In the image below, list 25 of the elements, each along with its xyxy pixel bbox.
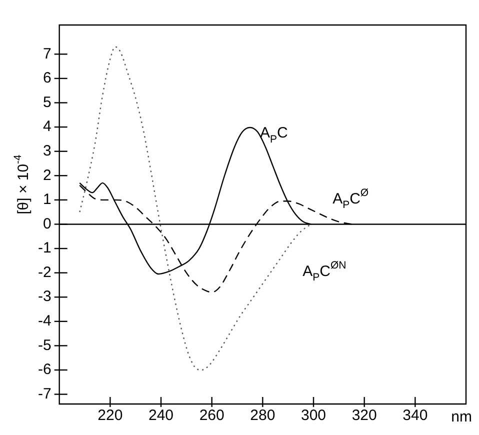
- x-tick-label: 220: [98, 407, 123, 424]
- x-tick-label: 320: [352, 407, 377, 424]
- x-tick-label: 340: [402, 407, 428, 424]
- x-axis-title: nm: [451, 408, 472, 426]
- y-tick-label: -1: [38, 240, 52, 257]
- y-tick-label: 3: [42, 142, 52, 160]
- y-tick-label: 4: [42, 118, 52, 136]
- y-tick-label: 5: [42, 94, 52, 111]
- y-tick-label: 2: [42, 166, 52, 184]
- x-tick-label: 260: [199, 407, 224, 424]
- y-tick-label: 0: [42, 215, 52, 232]
- x-tick-label: 280: [250, 407, 276, 424]
- y-tick-label: 1: [42, 191, 52, 208]
- x-tick-label: 240: [148, 407, 174, 424]
- y-tick-label: -5: [38, 336, 52, 354]
- y-tick-label: 6: [42, 70, 52, 87]
- y-tick-label: -6: [38, 361, 52, 378]
- line-series: [79, 46, 312, 371]
- y-tick-label: 7: [42, 45, 52, 62]
- y-axis-title: [θ] × 10-4: [12, 154, 32, 214]
- x-tick-label: 300: [300, 407, 326, 424]
- y-tick-label: -2: [38, 264, 52, 281]
- y-tick-label: -3: [38, 288, 52, 306]
- y-tick-label: -7: [38, 385, 52, 402]
- y-tick-label: -4: [38, 312, 52, 330]
